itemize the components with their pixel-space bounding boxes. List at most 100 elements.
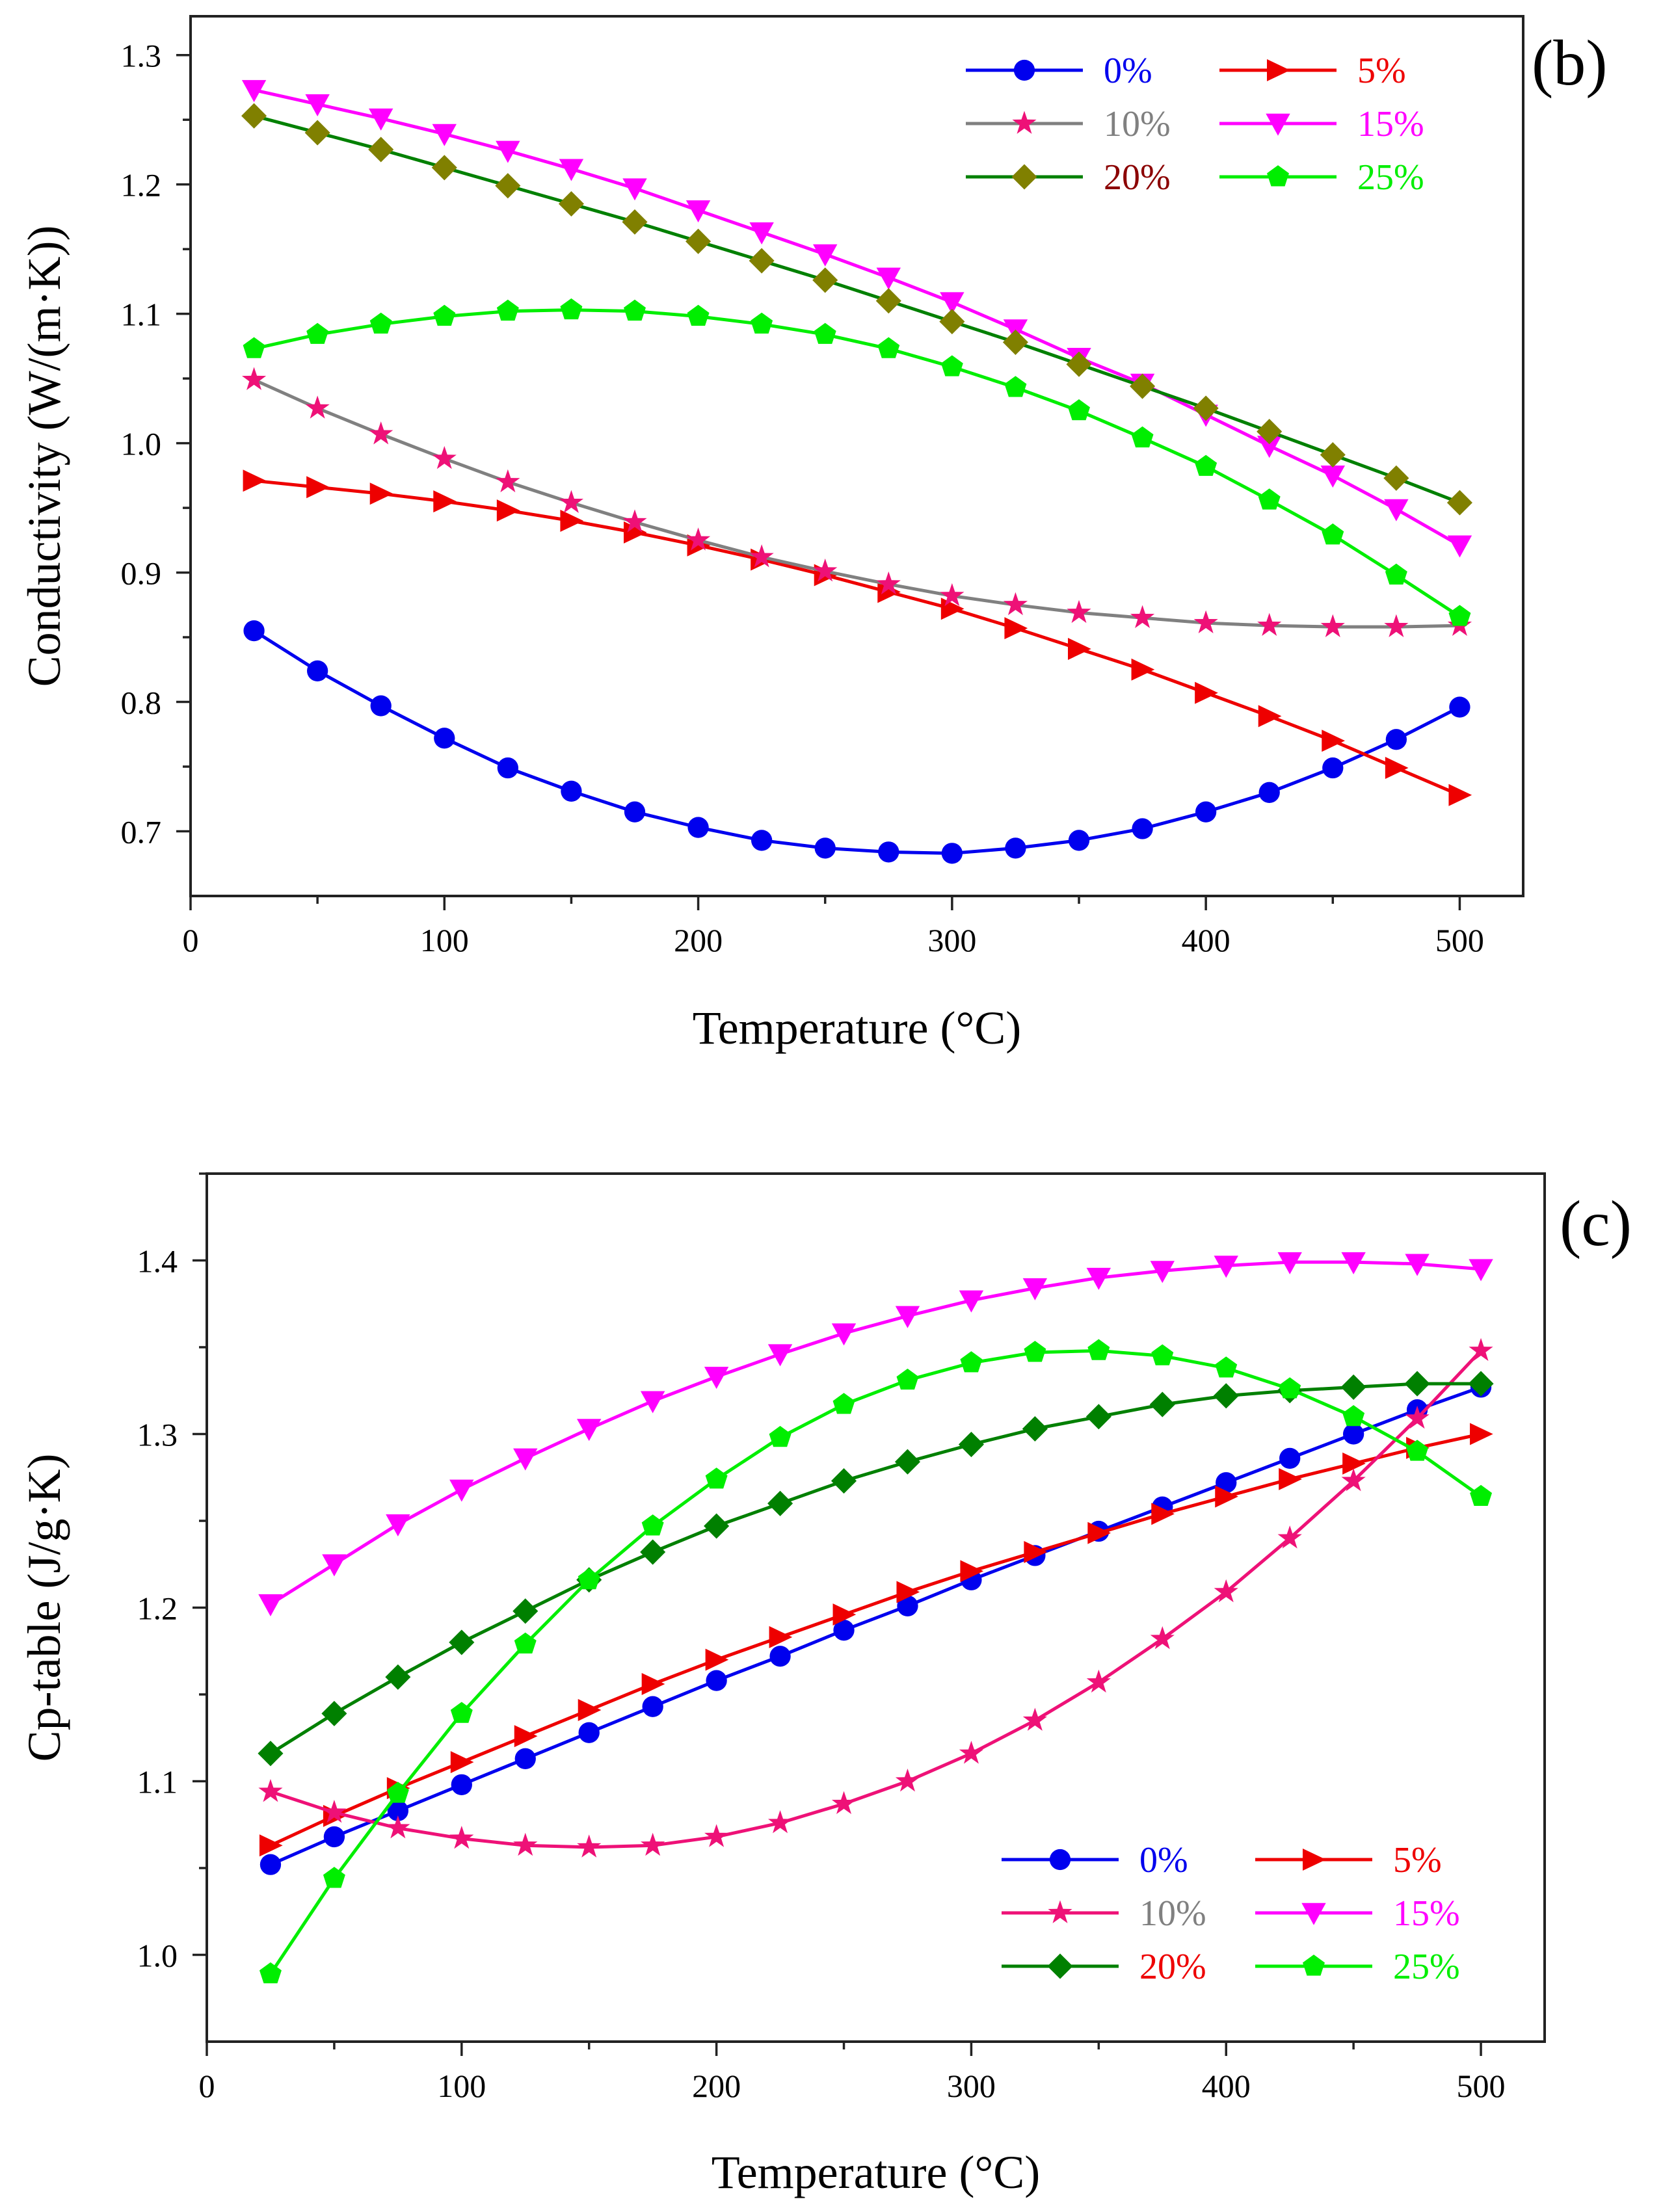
data-point [1279, 1468, 1302, 1490]
data-point [323, 1867, 345, 1888]
data-point [704, 1367, 729, 1389]
data-point [243, 469, 267, 492]
data-point [895, 1768, 920, 1792]
data-point [243, 337, 265, 358]
data-point [305, 94, 330, 116]
panel-label: (b) [1532, 27, 1608, 99]
legend-label: 10% [1104, 104, 1171, 144]
data-point [813, 559, 838, 582]
data-point [1342, 1423, 1364, 1445]
legend-label: 25% [1357, 157, 1424, 198]
data-point [1087, 1339, 1110, 1360]
legend-marker [1048, 1900, 1072, 1923]
data-point [1150, 1261, 1175, 1284]
data-point [241, 367, 267, 390]
data-point [560, 298, 583, 320]
series-25pct [243, 298, 1471, 626]
data-point [1320, 614, 1345, 637]
data-point [813, 244, 838, 267]
data-point [322, 1800, 347, 1823]
series-line [253, 378, 1460, 629]
legend-item: 20% [966, 157, 1171, 198]
data-point [1470, 1423, 1493, 1445]
data-point [1068, 637, 1091, 660]
y-axis-title: Cp-table (J/g·K) [18, 1454, 70, 1762]
data-point [451, 1774, 472, 1795]
data-point [386, 1514, 410, 1537]
y-tick-label: 1.1 [121, 296, 162, 333]
data-point [1469, 1259, 1493, 1282]
legend-item: 5% [1219, 51, 1406, 91]
data-point [1066, 351, 1092, 377]
x-tick-label: 100 [437, 2068, 486, 2104]
data-point [496, 140, 520, 163]
data-point [1279, 1447, 1301, 1469]
series-20pct [258, 1371, 1494, 1767]
legend-label: 25% [1393, 1947, 1460, 1987]
data-point [685, 228, 712, 254]
data-point [1320, 466, 1345, 488]
data-point [1257, 419, 1283, 445]
series-0pct [259, 1376, 1492, 1875]
data-point [306, 660, 328, 681]
legend-label: 5% [1393, 1840, 1442, 1880]
data-point [624, 801, 646, 823]
data-point [876, 571, 901, 595]
data-point [1258, 488, 1281, 510]
data-point [1022, 1278, 1048, 1300]
data-point [1087, 1521, 1111, 1544]
data-point [433, 304, 456, 326]
data-point [1405, 1405, 1430, 1429]
data-point [769, 1626, 793, 1648]
data-point [1004, 376, 1027, 397]
data-point [1385, 757, 1409, 780]
y-tick-label: 1.0 [121, 426, 162, 462]
data-point [1404, 1371, 1430, 1397]
data-point [1320, 441, 1346, 468]
panel-label: (c) [1560, 1187, 1632, 1259]
legend-label: 0% [1104, 51, 1152, 91]
data-point [514, 1632, 537, 1654]
data-point [831, 1323, 857, 1346]
x-tick-label: 300 [947, 2068, 996, 2104]
data-point [577, 1419, 602, 1442]
data-point [751, 312, 773, 334]
data-point [259, 1962, 282, 1984]
series-line [253, 629, 1461, 855]
data-point [832, 1393, 855, 1414]
data-point [769, 1425, 792, 1447]
data-point [514, 1748, 536, 1769]
data-point [1470, 1484, 1493, 1507]
legend-marker [1303, 1849, 1326, 1871]
legend-item: 10% [1002, 1893, 1206, 1934]
data-point [876, 267, 901, 290]
data-point [513, 1832, 538, 1856]
data-point [1258, 782, 1280, 803]
data-point [369, 108, 393, 131]
data-point [369, 421, 393, 445]
legend-label: 20% [1104, 157, 1171, 198]
legend-item: 0% [1002, 1840, 1188, 1880]
data-point [1277, 1525, 1302, 1549]
data-point [1468, 1371, 1494, 1397]
data-point [940, 292, 965, 315]
data-point [894, 1449, 921, 1475]
legend-item: 25% [1255, 1947, 1460, 1987]
data-point [767, 1810, 793, 1834]
data-point [1022, 1707, 1047, 1731]
data-point [323, 1826, 345, 1848]
legend-label: 15% [1393, 1893, 1460, 1934]
data-point [877, 337, 900, 358]
legend-marker [1266, 113, 1290, 136]
data-point [878, 841, 899, 863]
y-tick-label: 1.3 [121, 38, 162, 74]
data-point [449, 1826, 474, 1849]
data-point [322, 1554, 347, 1577]
series-5pct [243, 469, 1472, 806]
y-tick-label: 1.4 [137, 1243, 178, 1280]
data-point [1257, 436, 1282, 458]
data-point [306, 323, 329, 344]
data-point [449, 1629, 475, 1655]
data-point [578, 1699, 602, 1722]
data-point [369, 482, 393, 505]
